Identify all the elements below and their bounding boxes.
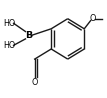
Text: O: O: [89, 14, 96, 23]
Text: O: O: [31, 78, 38, 87]
Text: HO: HO: [3, 41, 16, 50]
Text: B: B: [25, 31, 32, 40]
Text: HO: HO: [3, 19, 16, 28]
